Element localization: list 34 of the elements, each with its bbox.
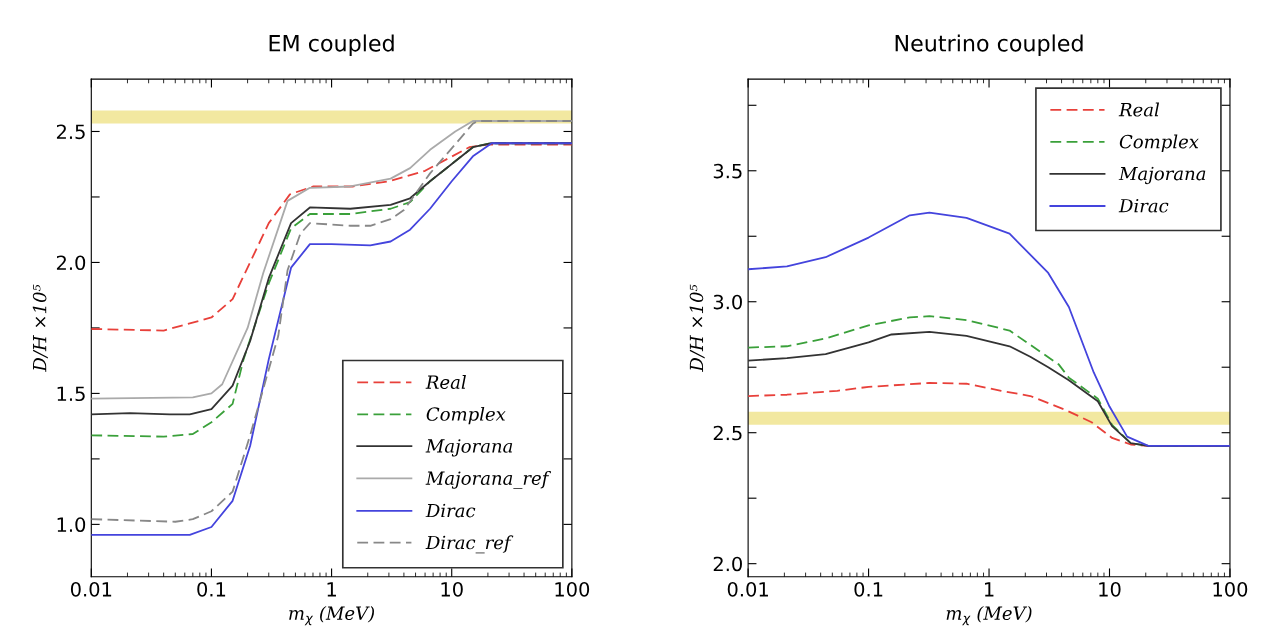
legend-label: Complex — [1119, 134, 1199, 152]
x-tick-label: 0.1 — [854, 581, 883, 597]
y-tick-label: 2.0 — [56, 255, 86, 271]
y-tick-label: 1.5 — [57, 386, 85, 402]
legend-label: Real — [1118, 102, 1160, 117]
legend-label: Dirac_ref — [425, 535, 514, 554]
y-tick-label: 2.5 — [56, 124, 85, 140]
x-axis-title: m$_{χ}$ (MeV) — [946, 606, 1032, 626]
legend-label: Majorana_ref — [425, 470, 552, 489]
x-tick-label: 100 — [555, 581, 590, 597]
x-tick-label: 0.01 — [727, 581, 768, 597]
y-tick-label: 1.0 — [57, 517, 86, 533]
y-tick-label: 3.0 — [713, 294, 742, 310]
legend-label: Dirac — [1118, 199, 1169, 213]
chart-title: EM coupled — [269, 34, 394, 56]
chart-title: Neutrino coupled — [895, 34, 1083, 56]
legend-label: Majorana — [425, 439, 513, 457]
y-tick-label: 2.5 — [713, 425, 742, 441]
x-tick-label: 0.1 — [197, 581, 226, 597]
legend-label: Real — [425, 374, 466, 389]
x-tick-label: 10 — [1099, 581, 1121, 597]
legend-label: Complex — [426, 406, 506, 425]
x-tick-label: 0.01 — [70, 581, 112, 597]
y-axis-title: D/H ×10⁵ — [32, 284, 48, 372]
x-tick-label: 1 — [984, 582, 994, 597]
legend-label: Dirac — [425, 503, 476, 518]
x-axis-title: m$_{χ}$ (MeV) — [289, 606, 375, 626]
legend-label: Majorana — [1118, 166, 1206, 185]
y-axis-title: D/H ×10⁵ — [689, 284, 705, 372]
y-tick-label: 3.5 — [713, 163, 742, 179]
x-tick-label: 100 — [1213, 581, 1248, 597]
x-tick-label: 10 — [441, 581, 463, 597]
y-tick-label: 2.0 — [713, 556, 742, 572]
x-tick-label: 1 — [327, 582, 336, 597]
